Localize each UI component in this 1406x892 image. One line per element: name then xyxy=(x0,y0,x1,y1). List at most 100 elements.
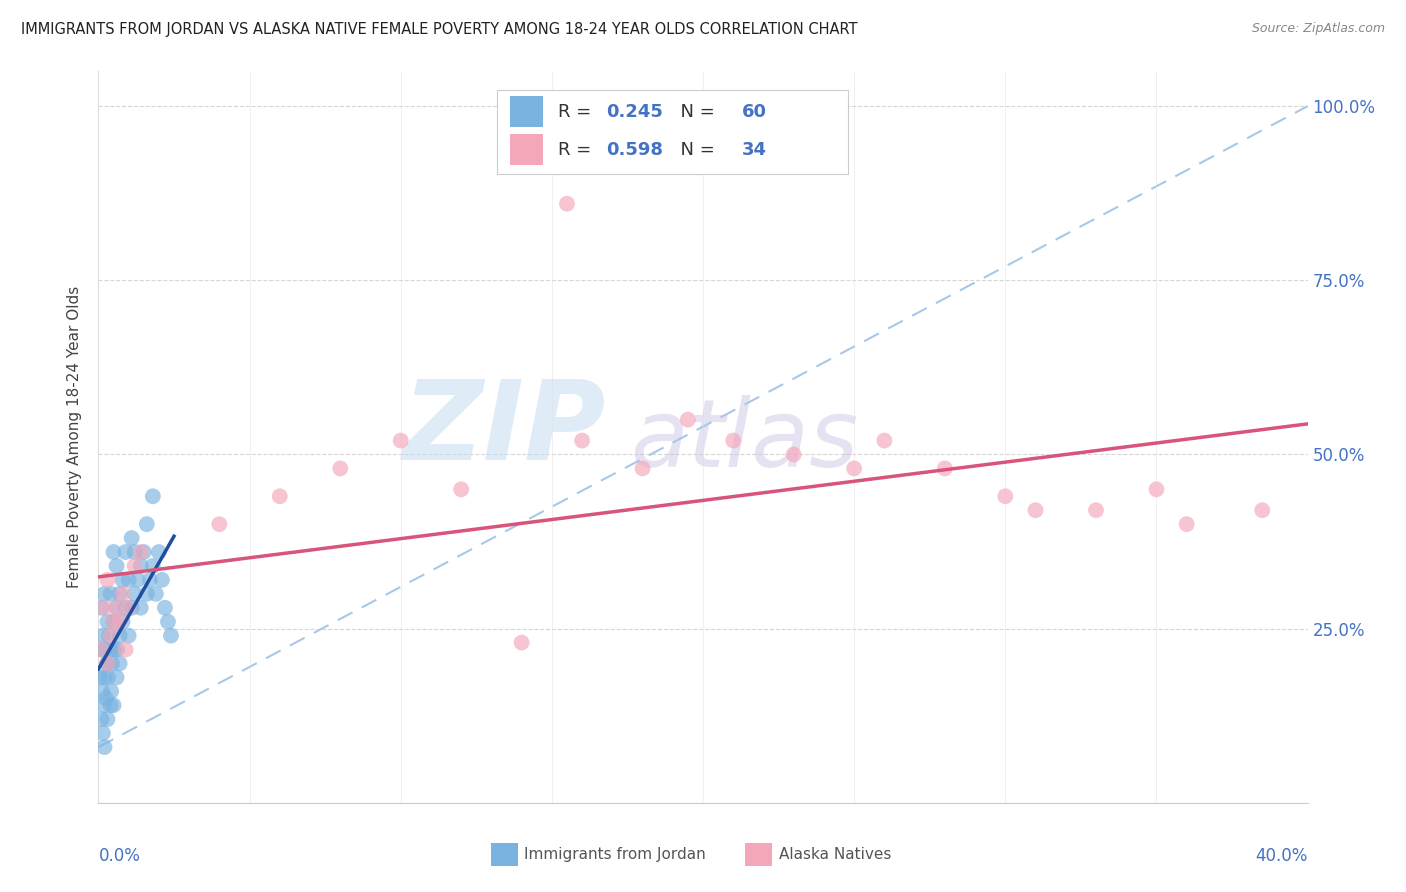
Point xyxy=(135,517,157,532)
Point xyxy=(89,670,111,684)
Point xyxy=(114,600,136,615)
Text: IMMIGRANTS FROM JORDAN VS ALASKA NATIVE FEMALE POVERTY AMONG 18-24 YEAR OLDS COR: IMMIGRANTS FROM JORDAN VS ALASKA NATIVE … xyxy=(21,22,858,37)
Point xyxy=(132,545,155,559)
Point xyxy=(90,642,112,657)
Point xyxy=(105,670,128,684)
Text: N =: N = xyxy=(669,103,721,120)
Point xyxy=(105,600,128,615)
Point xyxy=(100,684,122,698)
Point xyxy=(108,657,131,671)
Point xyxy=(124,558,146,573)
Point xyxy=(1024,503,1046,517)
FancyBboxPatch shape xyxy=(509,96,543,127)
Point xyxy=(124,545,146,559)
Text: 0.245: 0.245 xyxy=(606,103,664,120)
Point xyxy=(101,657,124,671)
FancyBboxPatch shape xyxy=(509,135,543,165)
Point xyxy=(118,573,141,587)
FancyBboxPatch shape xyxy=(498,90,848,174)
Point xyxy=(111,587,134,601)
Point xyxy=(142,558,165,573)
Point xyxy=(96,657,118,671)
Point xyxy=(124,587,146,601)
Point xyxy=(1175,517,1198,532)
Text: 60: 60 xyxy=(742,103,766,120)
Point xyxy=(103,642,125,657)
Point xyxy=(103,615,125,629)
Point xyxy=(93,698,115,713)
Point xyxy=(91,629,114,643)
Text: ZIP: ZIP xyxy=(402,376,606,483)
Point xyxy=(98,629,121,643)
Point xyxy=(150,573,173,587)
Text: Alaska Natives: Alaska Natives xyxy=(779,847,891,863)
Point xyxy=(105,600,128,615)
Point xyxy=(97,670,120,684)
Point xyxy=(100,587,122,601)
Point xyxy=(1144,483,1167,497)
Point xyxy=(93,600,115,615)
Text: Source: ZipAtlas.com: Source: ZipAtlas.com xyxy=(1251,22,1385,36)
Text: N =: N = xyxy=(669,141,721,159)
Point xyxy=(90,600,112,615)
Point xyxy=(111,573,134,587)
Point xyxy=(129,545,152,559)
Point xyxy=(94,691,117,706)
Point xyxy=(96,657,118,671)
Point xyxy=(139,573,162,587)
Point xyxy=(160,629,183,643)
Point xyxy=(269,489,291,503)
Point xyxy=(100,629,122,643)
Text: 34: 34 xyxy=(742,141,766,159)
Text: Immigrants from Jordan: Immigrants from Jordan xyxy=(524,847,706,863)
Y-axis label: Female Poverty Among 18-24 Year Olds: Female Poverty Among 18-24 Year Olds xyxy=(67,286,83,588)
FancyBboxPatch shape xyxy=(745,843,772,866)
Point xyxy=(676,412,699,426)
Point xyxy=(1251,503,1274,517)
Point xyxy=(114,545,136,559)
Point xyxy=(873,434,896,448)
Point xyxy=(329,461,352,475)
Point xyxy=(108,587,131,601)
Point xyxy=(783,448,806,462)
Point xyxy=(91,726,114,740)
FancyBboxPatch shape xyxy=(492,843,517,866)
Point xyxy=(1085,503,1108,517)
Point xyxy=(389,434,412,448)
Text: 0.0%: 0.0% xyxy=(98,847,141,864)
Point xyxy=(108,629,131,643)
Point xyxy=(135,587,157,601)
Text: 40.0%: 40.0% xyxy=(1256,847,1308,864)
Point xyxy=(100,698,122,713)
Point xyxy=(844,461,866,475)
Text: 0.598: 0.598 xyxy=(606,141,664,159)
Point xyxy=(934,461,956,475)
Point xyxy=(91,684,114,698)
Point xyxy=(111,615,134,629)
Point xyxy=(510,635,533,649)
Point xyxy=(121,600,143,615)
Point xyxy=(118,600,141,615)
Point xyxy=(121,531,143,545)
Point xyxy=(108,615,131,629)
Point xyxy=(723,434,745,448)
Point xyxy=(96,615,118,629)
Point xyxy=(93,740,115,755)
Point xyxy=(94,642,117,657)
Point xyxy=(93,670,115,684)
Text: atlas: atlas xyxy=(630,395,859,486)
Point xyxy=(103,615,125,629)
Point xyxy=(105,642,128,657)
Point xyxy=(96,573,118,587)
Point xyxy=(103,698,125,713)
Point xyxy=(994,489,1017,503)
Point xyxy=(96,657,118,671)
Point xyxy=(90,642,112,657)
Point xyxy=(450,483,472,497)
Point xyxy=(571,434,593,448)
Point xyxy=(129,600,152,615)
Point xyxy=(114,642,136,657)
Point xyxy=(145,587,167,601)
Point xyxy=(127,573,149,587)
Point xyxy=(156,615,179,629)
